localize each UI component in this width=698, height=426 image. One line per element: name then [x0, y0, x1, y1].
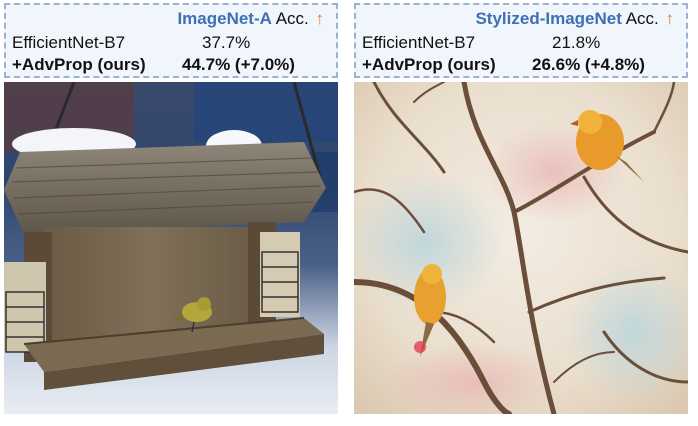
accuracy-value: 37.7% — [202, 33, 251, 52]
table-row: +AdvProp (ours) 26.6% (+4.8%) — [362, 55, 680, 77]
stylized-birds-photo — [354, 82, 688, 414]
dataset-name: ImageNet-A — [177, 9, 272, 28]
accuracy-value: 21.8% — [552, 33, 601, 52]
metric-label: Acc. — [625, 9, 659, 28]
results-table: Stylized-ImageNet Acc. ↑ EfficientNet-B7… — [354, 3, 688, 78]
accuracy-value: 26.6% (+4.8%) — [532, 55, 645, 74]
stylized-imagenet-panel: Stylized-ImageNet Acc. ↑ EfficientNet-B7… — [354, 0, 694, 426]
results-table: ImageNet-A Acc. ↑ EfficientNet-B7 37.7% … — [4, 3, 338, 78]
table-header: ImageNet-A Acc. ↑ — [177, 9, 324, 29]
model-name: EfficientNet-B7 — [12, 33, 126, 52]
table-row: +AdvProp (ours) 44.7% (+7.0%) — [12, 55, 330, 77]
up-arrow-icon: ↑ — [315, 9, 325, 28]
up-arrow-icon: ↑ — [665, 9, 675, 28]
dataset-name: Stylized-ImageNet — [475, 9, 622, 28]
model-name: +AdvProp (ours) — [12, 55, 146, 74]
accuracy-value: 44.7% (+7.0%) — [182, 55, 295, 74]
metric-label: Acc. — [275, 9, 309, 28]
table-row: EfficientNet-B7 37.7% — [12, 33, 330, 55]
model-name: EfficientNet-B7 — [362, 33, 476, 52]
imagenet-a-panel: ImageNet-A Acc. ↑ EfficientNet-B7 37.7% … — [4, 0, 344, 426]
table-row: EfficientNet-B7 21.8% — [362, 33, 680, 55]
model-name: +AdvProp (ours) — [362, 55, 496, 74]
bird-feeder-photo — [4, 82, 338, 414]
table-header: Stylized-ImageNet Acc. ↑ — [475, 9, 674, 29]
